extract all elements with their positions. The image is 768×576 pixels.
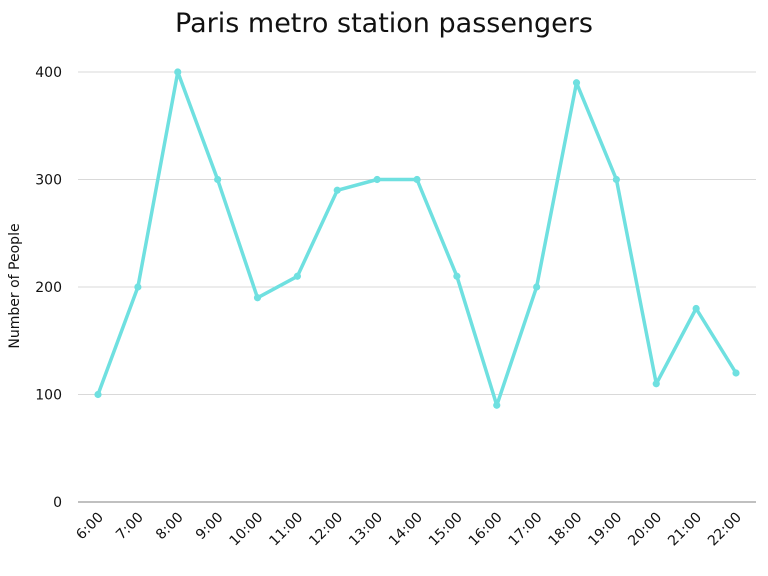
x-tick-label: 15:00 [426, 510, 466, 550]
data-point [293, 272, 301, 280]
x-tick-label: 10:00 [226, 510, 266, 550]
y-tick-labels: 0 100 200 300 400 [35, 65, 62, 511]
data-point [373, 175, 381, 184]
x-tick-label: 18:00 [545, 510, 585, 550]
y-tick-label: 200 [35, 280, 62, 296]
y-axis-title: Number of People [7, 223, 23, 348]
series-line [96, 70, 738, 408]
chart-title: Paris metro station passengers [175, 8, 593, 39]
x-tick-label: 8:00 [153, 510, 187, 544]
series-layer [94, 68, 740, 409]
x-tick-label: 6:00 [73, 510, 107, 544]
y-tick-label: 0 [53, 495, 62, 511]
x-tick-label: 21:00 [665, 510, 705, 550]
gridlines [78, 71, 756, 503]
x-tick-labels: 6:00 7:00 8:00 9:00 10:00 11:00 12:00 13:00 14:0… [73, 510, 745, 550]
y-tick-label: 400 [35, 65, 62, 81]
data-point [134, 283, 142, 291]
data-point [94, 390, 102, 399]
y-tick-label: 100 [35, 388, 62, 404]
x-tick-label: 20:00 [625, 510, 665, 550]
x-tick-label: 22:00 [705, 510, 745, 550]
data-point [253, 294, 262, 302]
data-point [413, 175, 421, 184]
data-point [612, 175, 620, 184]
data-point [572, 79, 581, 87]
data-point [333, 186, 341, 194]
data-point [453, 272, 461, 280]
x-tick-label: 16:00 [466, 510, 506, 550]
x-tick-label: 11:00 [266, 510, 306, 550]
data-point [533, 283, 541, 291]
data-point [214, 175, 222, 184]
x-tick-label: 19:00 [585, 510, 625, 550]
data-point [493, 401, 501, 409]
y-tick-label: 300 [35, 173, 62, 189]
x-tick-label: 17:00 [506, 510, 546, 550]
data-point [174, 68, 182, 76]
data-point [732, 369, 740, 377]
x-tick-label: 7:00 [113, 510, 147, 544]
x-tick-label: 12:00 [306, 510, 346, 550]
x-tick-label: 9:00 [193, 510, 227, 544]
data-point [692, 304, 700, 313]
data-point [652, 380, 660, 388]
x-tick-label: 14:00 [386, 510, 426, 550]
x-tick-label: 13:00 [346, 510, 386, 550]
